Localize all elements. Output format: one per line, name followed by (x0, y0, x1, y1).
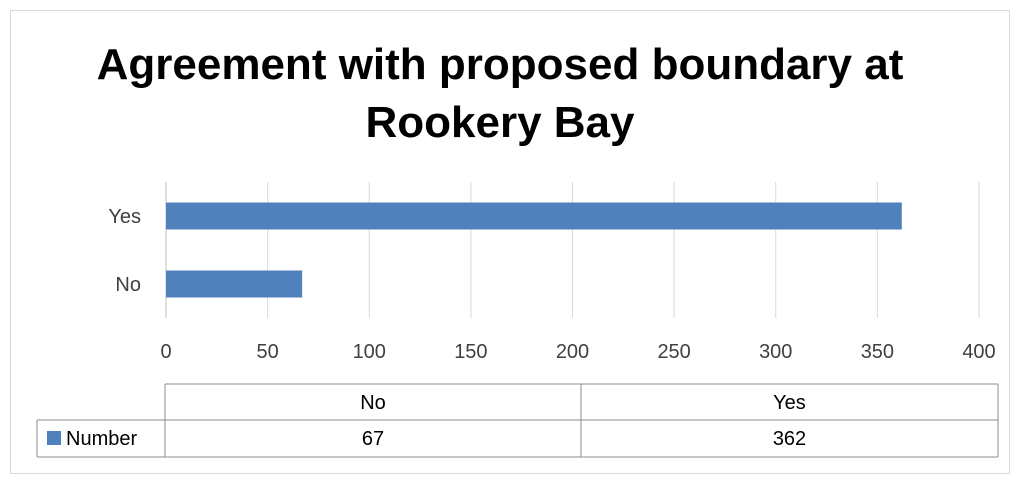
x-tick-label-200: 200 (556, 341, 589, 363)
legend-key-number (47, 431, 61, 445)
x-tick-label-100: 100 (353, 341, 386, 363)
table-row-label: Number (66, 428, 137, 450)
y-category-label-yes: Yes (108, 206, 141, 228)
x-tick-label-300: 300 (759, 341, 792, 363)
table-cell-yes: 362 (773, 428, 806, 450)
y-category-labels: No Yes (108, 206, 141, 296)
chart-title: Agreement with proposed boundary at Rook… (0, 36, 1014, 152)
chart-title-line-2: Rookery Bay (365, 98, 635, 147)
x-tick-label-350: 350 (861, 341, 894, 363)
x-tick-label-250: 250 (657, 341, 690, 363)
y-category-label-no: No (115, 274, 141, 296)
x-tick-label-400: 400 (962, 341, 995, 363)
bar-yes (166, 202, 902, 230)
data-table: No Yes Number 67 362 (36, 383, 999, 458)
gridlines (267, 182, 980, 318)
table-header-yes: Yes (773, 392, 806, 414)
x-tick-label-50: 50 (257, 341, 279, 363)
x-tick-label-150: 150 (454, 341, 487, 363)
bar-no (166, 270, 303, 298)
bars (166, 202, 902, 298)
chart-frame (10, 10, 1010, 474)
chart-title-line-1: Agreement with proposed boundary at (96, 40, 904, 89)
table-header-no: No (360, 392, 386, 414)
x-tick-label-0: 0 (160, 341, 171, 363)
table-cell-no: 67 (362, 428, 384, 450)
x-tick-labels: 0 50 100 150 200 250 300 350 400 (160, 341, 995, 363)
